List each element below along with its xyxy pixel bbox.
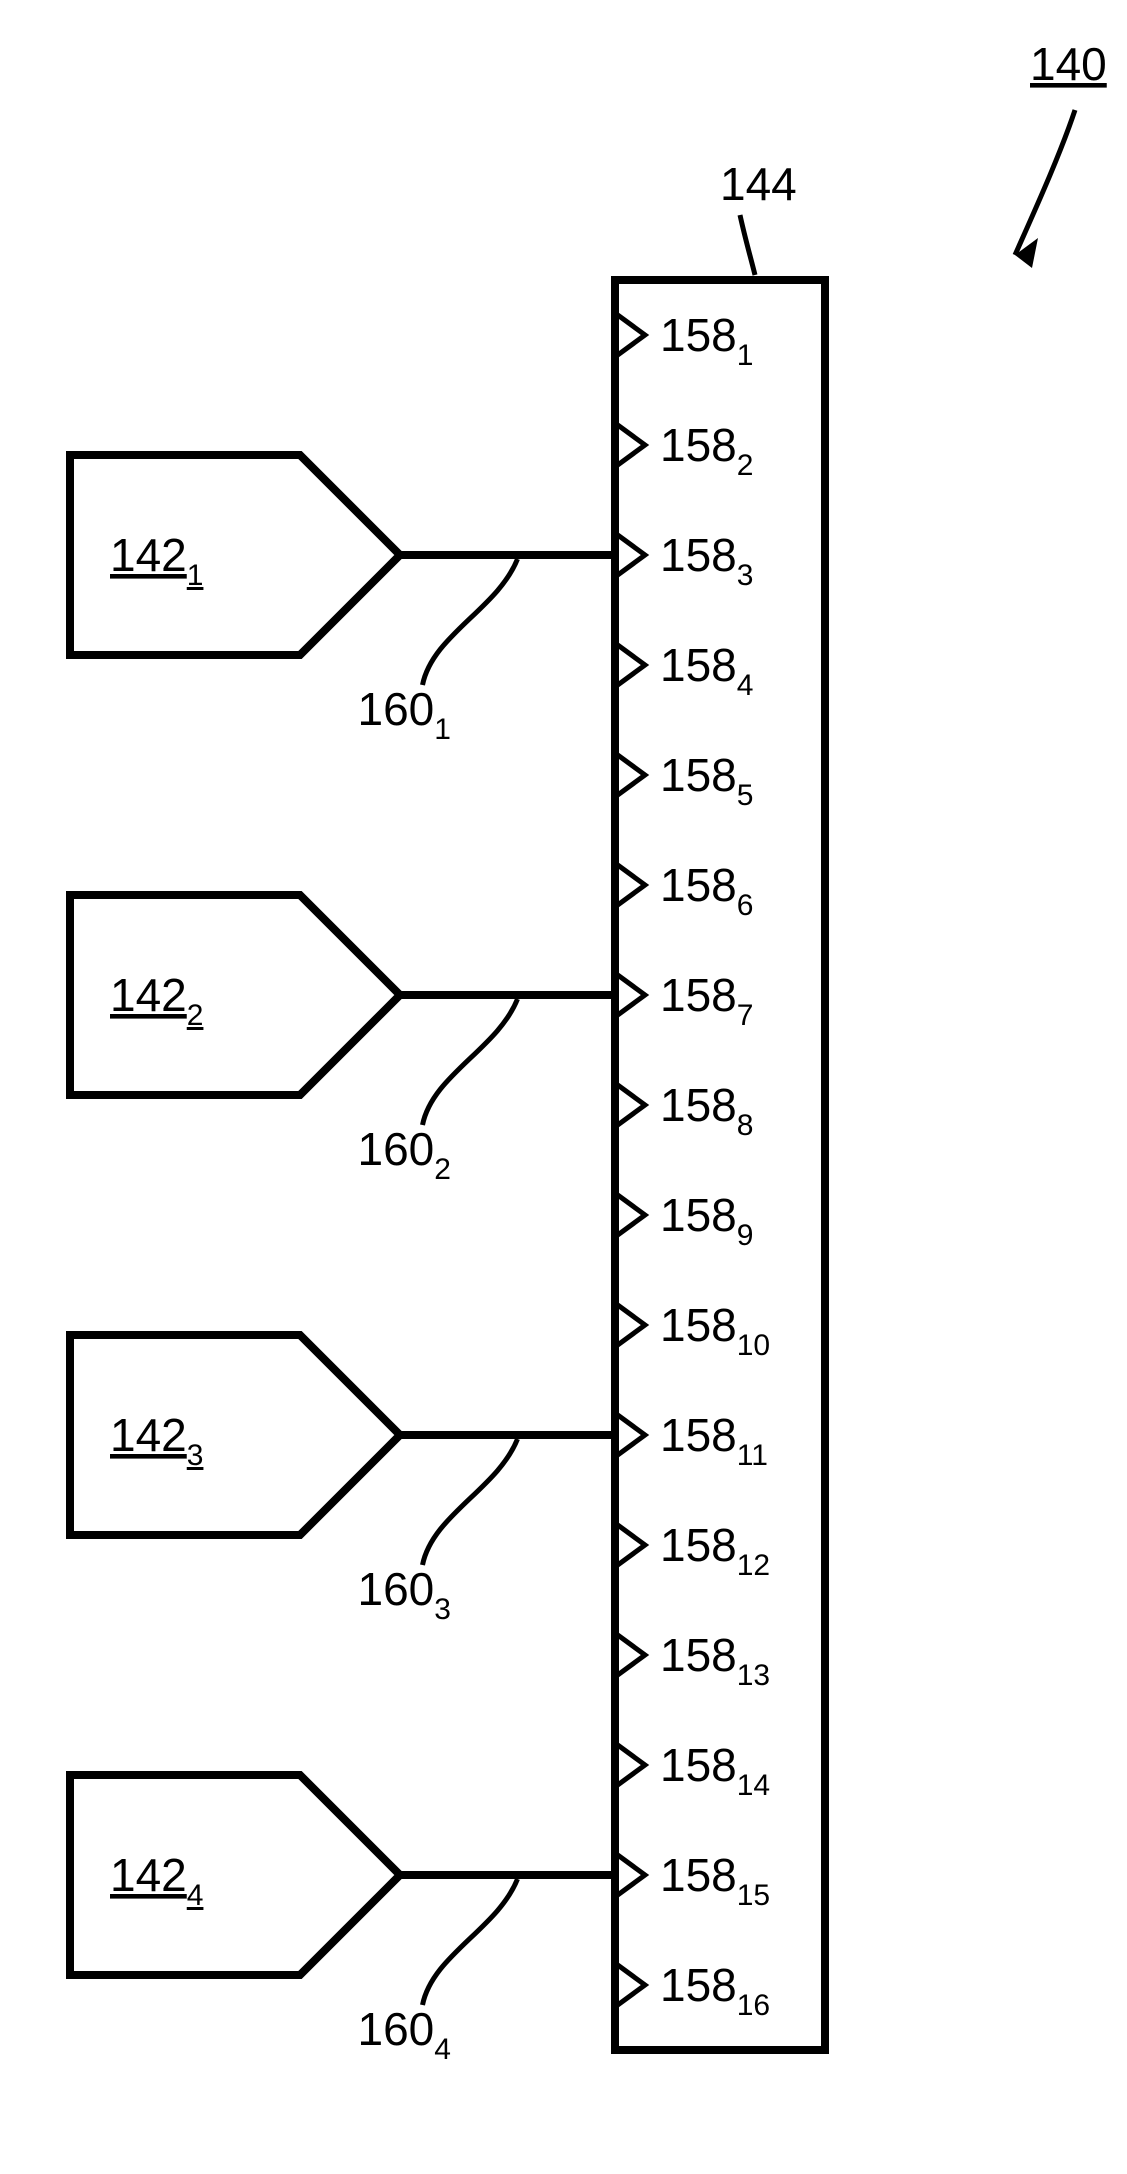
cell-arrow-icon [615, 1523, 645, 1567]
block-label: 1423 [110, 1409, 203, 1472]
cell-label: 15811 [660, 1409, 768, 1472]
cell-label: 15816 [660, 1959, 770, 2022]
cell-label: 1582 [660, 419, 753, 482]
cell-label: 1585 [660, 749, 753, 812]
cell-label: 15815 [660, 1849, 770, 1912]
cell-label: 15814 [660, 1739, 770, 1802]
block-label: 1424 [110, 1849, 203, 1912]
connector-label-pointer [423, 999, 518, 1125]
connector-label: 1601 [358, 683, 451, 746]
cell-arrow-icon [615, 1963, 645, 2007]
figure-number-label: 140 [1030, 38, 1107, 90]
cell-arrow-icon [615, 1193, 645, 1237]
block-label: 1422 [110, 969, 203, 1032]
block-label: 1421 [110, 529, 203, 592]
connector-label: 1603 [358, 1563, 451, 1626]
figure-arrow-shaft [1015, 110, 1075, 255]
cell-label: 15813 [660, 1629, 770, 1692]
cell-label: 15812 [660, 1519, 770, 1582]
connector-label-pointer [423, 1879, 518, 2005]
cell-arrow-icon [615, 1633, 645, 1677]
cell-arrow-icon [615, 863, 645, 907]
cell-arrow-icon [615, 753, 645, 797]
connector-label: 1602 [358, 1123, 451, 1186]
column-label: 144 [720, 158, 797, 210]
cell-label: 1586 [660, 859, 753, 922]
cell-arrow-icon [615, 1853, 645, 1897]
cell-label: 1581 [660, 309, 753, 372]
connector-label-pointer [423, 1439, 518, 1565]
cell-label: 1589 [660, 1189, 753, 1252]
column-label-pointer [740, 215, 755, 275]
connector-label-pointer [423, 559, 518, 685]
cell-label: 1588 [660, 1079, 753, 1142]
cell-label: 1584 [660, 639, 753, 702]
cell-label: 1583 [660, 529, 753, 592]
connector-label: 1604 [358, 2003, 451, 2066]
cell-arrow-icon [615, 1743, 645, 1787]
cell-arrow-icon [615, 973, 645, 1017]
cell-arrow-icon [615, 313, 645, 357]
cell-arrow-icon [615, 1083, 645, 1127]
cell-arrow-icon [615, 1303, 645, 1347]
cell-arrow-icon [615, 533, 645, 577]
cell-arrow-icon [615, 1413, 645, 1457]
cell-arrow-icon [615, 643, 645, 687]
cell-arrow-icon [615, 423, 645, 467]
cell-label: 15810 [660, 1299, 770, 1362]
cell-label: 1587 [660, 969, 753, 1032]
